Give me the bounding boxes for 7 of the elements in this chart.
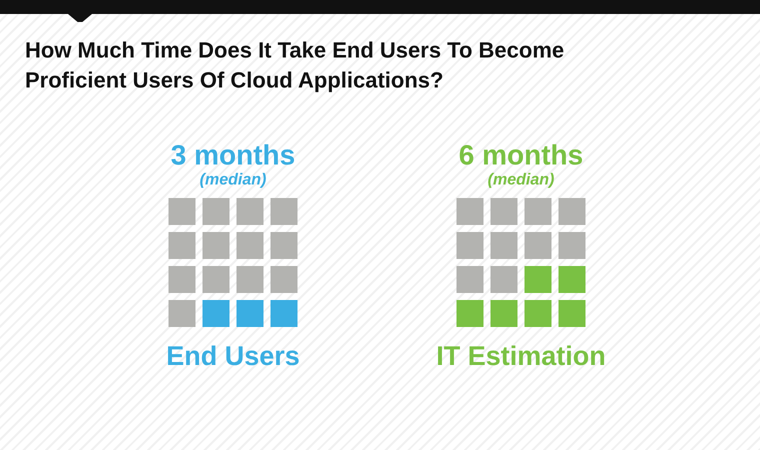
text: (median) (488, 172, 554, 188)
text: How Much Time Does It Take End Users To Become Proficient Users Of Cloud Applications? (25, 38, 570, 92)
data-label: 3 months (170, 140, 296, 170)
category-label: IT Estimation (436, 341, 606, 371)
data-label: 6 months (458, 140, 584, 170)
text: (median) (200, 172, 266, 188)
category-label: End Users (166, 341, 300, 371)
